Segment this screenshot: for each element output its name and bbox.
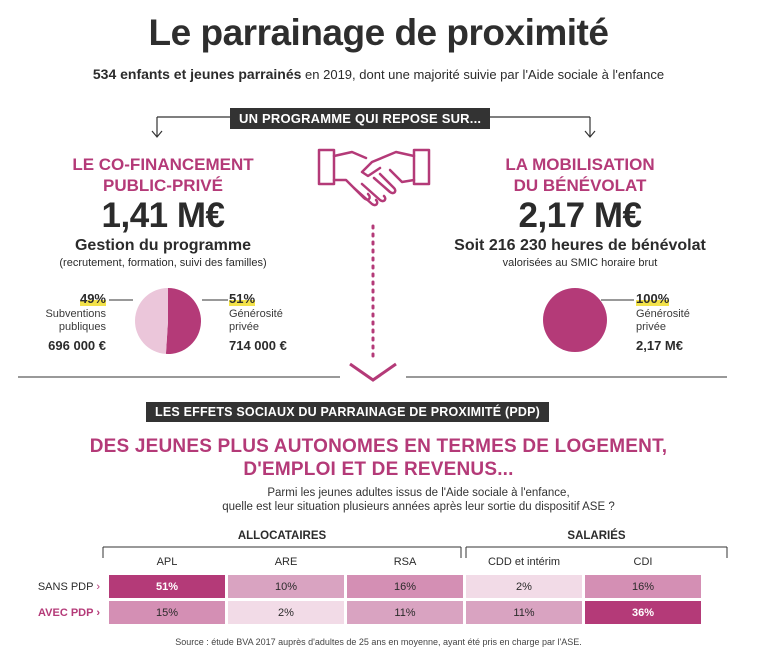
right-private-block: 100% Générosité privée 2,17 M€ — [636, 290, 726, 353]
right-amount: 2,17 M€ — [518, 196, 642, 235]
right-private-label-1: Générosité — [636, 308, 690, 320]
section-title-line1: DES JEUNES PLUS AUTONOMES EN TERMES DE L… — [89, 436, 668, 457]
row-label: SANS PDP › — [37, 580, 100, 593]
table-cell: 16% — [347, 575, 463, 598]
left-private-pct: 51% — [229, 291, 256, 306]
left-detail: (recrutement, formation, suivi des famil… — [59, 257, 267, 269]
right-private-amount: 2,17 M€ — [636, 338, 683, 353]
group-allocataires: ALLOCATAIRES — [237, 530, 327, 542]
left-private-block: 51% Générosité privée 714 000 € — [229, 290, 319, 353]
table-row: AVEC PDP › 15% 2% 11% 11% 36% — [27, 601, 701, 624]
program-label: UN PROGRAMME QUI REPOSE SUR... — [230, 108, 491, 129]
left-pie-slice-private — [165, 288, 201, 354]
table-cell: 10% — [228, 575, 344, 598]
left-private-amount: 714 000 € — [229, 338, 287, 353]
right-heading-line1: LA MOBILISATION — [505, 155, 655, 174]
results-table: APL ARE RSA CDD et intérim CDI SANS PDP … — [24, 549, 704, 627]
table-cell: 2% — [466, 575, 582, 598]
table-cell: 15% — [109, 601, 225, 624]
right-private-label-2: privée — [636, 321, 666, 333]
left-pie-chart — [134, 288, 201, 354]
right-subheading: Soit 216 230 heures de bénévolat — [454, 237, 706, 254]
left-public-label-1: Subventions — [45, 308, 106, 320]
chevron-right-icon: › — [96, 606, 100, 619]
source-note: Source : étude BVA 2017 auprès d'adultes… — [175, 637, 582, 647]
col-header: APL — [156, 556, 178, 568]
handshake-icon — [317, 148, 431, 207]
col-header: CDD et intérim — [487, 556, 561, 568]
table-cell: 11% — [466, 601, 582, 624]
table-cell: 2% — [228, 601, 344, 624]
left-heading: LE CO-FINANCEMENT PUBLIC-PRIVÉ — [38, 154, 288, 196]
table-row: SANS PDP › 51% 10% 16% 2% 16% — [27, 575, 701, 598]
right-pie-chart — [543, 288, 607, 352]
left-private-label-2: privée — [229, 321, 259, 333]
table-cell: 11% — [347, 601, 463, 624]
left-public-label-2: publiques — [58, 321, 106, 333]
left-heading-line1: LE CO-FINANCEMENT — [72, 155, 254, 174]
question-line1: Parmi les jeunes adultes issus de l'Aide… — [267, 487, 570, 499]
table-cell: 16% — [585, 575, 701, 598]
right-pie-slice-private — [543, 288, 607, 352]
col-header: CDI — [633, 556, 653, 568]
section-title-line2: D'EMPLOI ET DE REVENUS... — [243, 459, 514, 480]
right-private-pct: 100% — [636, 291, 670, 306]
question-line2: quelle est leur situation plusieurs anné… — [222, 501, 615, 513]
col-header: ARE — [274, 556, 298, 568]
table-cell: 51% — [109, 575, 225, 598]
table-cell: 36% — [585, 601, 701, 624]
right-heading: LA MOBILISATION DU BÉNÉVOLAT — [450, 154, 710, 196]
left-pie-slice-public — [134, 288, 168, 354]
left-subheading: Gestion du programme — [74, 237, 252, 254]
left-public-pct: 49% — [79, 291, 106, 306]
page-subtitle: 534 enfants et jeunes parrainés en 2019,… — [0, 66, 757, 82]
left-public-amount: 696 000 € — [48, 338, 106, 353]
effects-label: LES EFFETS SOCIAUX DU PARRAINAGE DE PROX… — [146, 402, 549, 422]
group-salaries: SALARIÉS — [567, 530, 626, 542]
section-title: DES JEUNES PLUS AUTONOMES EN TERMES DE L… — [0, 435, 757, 481]
left-heading-line2: PUBLIC-PRIVÉ — [103, 176, 223, 195]
left-private-label-1: Générosité — [229, 308, 283, 320]
left-amount: 1,41 M€ — [101, 196, 225, 235]
page-title: Le parrainage de proximité — [148, 12, 609, 53]
row-label: AVEC PDP › — [38, 606, 100, 619]
chevron-right-icon: › — [96, 580, 100, 593]
col-header: RSA — [393, 556, 417, 568]
left-public-block: 49% Subventions publiques 696 000 € — [24, 290, 106, 353]
subtitle-bold: 534 enfants et jeunes parrainés — [92, 66, 302, 82]
right-detail: valorisées au SMIC horaire brut — [502, 257, 658, 269]
table-header-row: APL ARE RSA CDD et intérim CDI — [27, 552, 701, 572]
subtitle-rest: en 2019, dont une majorité suivie par l'… — [301, 67, 665, 82]
question: Parmi les jeunes adultes issus de l'Aide… — [40, 486, 757, 514]
right-heading-line2: DU BÉNÉVOLAT — [513, 176, 647, 195]
